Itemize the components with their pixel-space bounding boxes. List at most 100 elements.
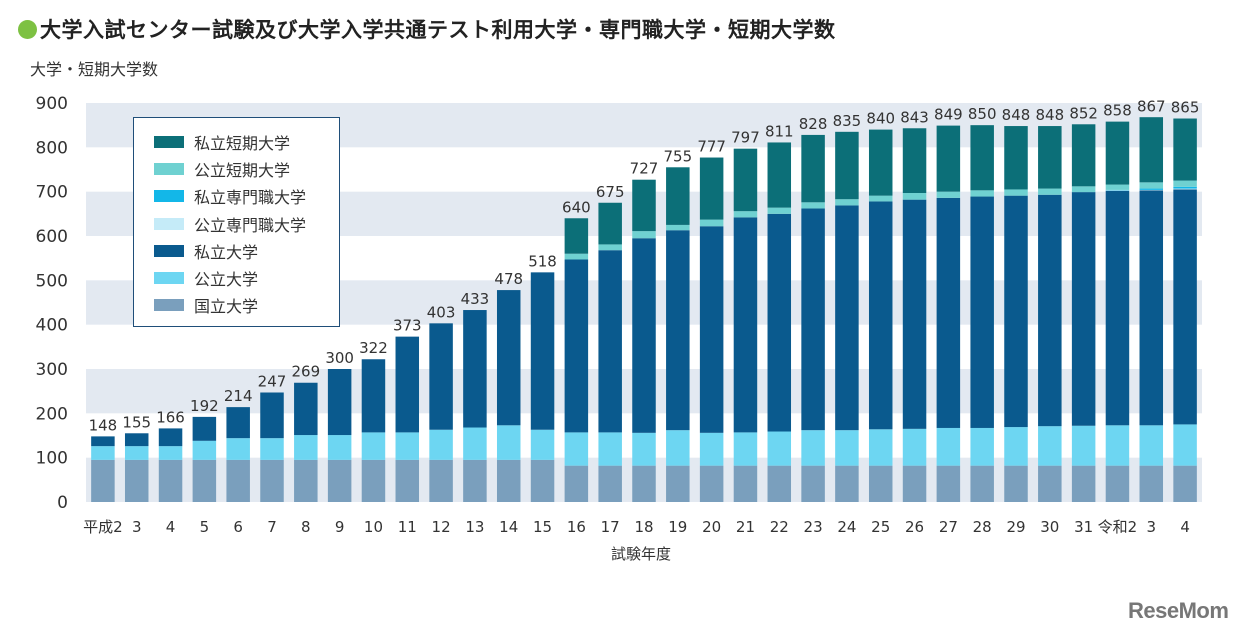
bar-segment — [496, 459, 521, 502]
y-tick-label: 400 — [36, 316, 68, 336]
x-tick-label: 3 — [132, 518, 142, 536]
x-tick-label: 12 — [432, 518, 451, 536]
bar-segment — [226, 438, 250, 460]
total-label: 858 — [1103, 102, 1132, 120]
x-tick-label: 13 — [465, 518, 484, 536]
legend-label: 私立短期大学 — [194, 133, 291, 153]
x-tick-label: 19 — [668, 518, 687, 536]
bar-segment — [1038, 465, 1062, 502]
bar-segment — [1139, 182, 1164, 189]
bar-segment — [564, 259, 589, 433]
bar-segment — [327, 435, 352, 460]
bars — [91, 117, 1197, 502]
bar-segment — [1139, 190, 1164, 426]
legend-swatch — [154, 135, 184, 148]
bar-segment — [1038, 126, 1062, 189]
bar-segment — [530, 459, 555, 502]
bar-segment — [1071, 124, 1096, 187]
bar-segment — [666, 230, 690, 431]
bar-segment — [970, 190, 994, 197]
bar-segment — [1173, 180, 1197, 187]
bar-segment — [91, 446, 115, 460]
bar-segment — [1004, 126, 1028, 190]
legend-item: 私立短期大学 — [134, 128, 339, 155]
x-tick-label: 23 — [804, 518, 823, 536]
bar-segment — [1173, 186, 1197, 189]
bar-segment — [395, 432, 420, 460]
total-label: 848 — [1002, 106, 1031, 124]
legend-item: 公立専門職大学 — [134, 210, 339, 237]
x-tick-label: 10 — [364, 518, 383, 536]
bar-segment — [699, 226, 724, 433]
bar-segment — [767, 213, 792, 432]
bar-segment — [1139, 465, 1164, 502]
total-label: 727 — [630, 160, 659, 178]
legend-swatch — [154, 299, 184, 312]
bar-segment — [564, 432, 589, 466]
x-tick-label: 25 — [871, 518, 890, 536]
y-tick-label: 500 — [36, 271, 68, 291]
bar-segment — [699, 432, 724, 466]
legend-swatch — [154, 244, 184, 257]
bar-segment — [733, 217, 758, 433]
total-label: 640 — [562, 198, 591, 216]
bar-segment — [463, 427, 487, 460]
chart-title: 大学入試センター試験及び大学入学共通テスト利用大学・専門職大学・短期大学数 — [18, 14, 836, 44]
bar-segment — [632, 179, 656, 232]
title-bullet-icon — [18, 19, 37, 39]
bar-segment — [294, 382, 318, 436]
bar-segment — [1105, 184, 1130, 190]
bar-segment — [733, 148, 758, 212]
bar-segment — [598, 465, 622, 502]
y-axis-ticks: 0 100 200 300 400 500 600 700 800 900 — [36, 94, 68, 513]
x-axis-label: 試験年度 — [611, 545, 672, 563]
bar-segment — [801, 134, 825, 203]
bar-segment — [1139, 117, 1164, 183]
total-label: 433 — [461, 290, 490, 308]
total-label: 840 — [866, 110, 895, 128]
bar-segment — [1004, 427, 1028, 466]
bar-segment — [327, 369, 352, 436]
bar-segment — [1105, 190, 1130, 426]
bar-segment — [598, 202, 622, 245]
x-tick-label: 4 — [166, 518, 176, 536]
bar-segment — [294, 459, 318, 502]
x-tick-label: 8 — [301, 518, 311, 536]
legend-swatch — [154, 162, 184, 175]
total-label: 828 — [799, 115, 828, 133]
x-tick-label: 3 — [1146, 518, 1156, 536]
x-tick-label: 6 — [233, 518, 243, 536]
bar-segment — [1038, 426, 1062, 466]
bar-segment — [327, 459, 352, 502]
total-label: 269 — [291, 363, 320, 381]
x-tick-label: 20 — [702, 518, 721, 536]
bar-segment — [192, 416, 217, 441]
x-tick-label: 30 — [1040, 518, 1059, 536]
total-label: 843 — [900, 108, 929, 126]
bar-segment — [530, 272, 555, 430]
bar-segment — [294, 435, 318, 460]
bar-segment — [936, 427, 961, 466]
bar-segment — [801, 208, 825, 431]
bar-segment — [1173, 118, 1197, 181]
bar-segment — [936, 191, 961, 198]
y-tick-label: 600 — [36, 227, 68, 247]
bar-segment — [1173, 424, 1197, 466]
total-label: 755 — [663, 147, 692, 165]
bar-segment — [260, 438, 284, 460]
x-tick-label: 7 — [267, 518, 277, 536]
legend-swatch — [154, 190, 184, 203]
total-label: 849 — [934, 106, 963, 124]
bar-segment — [124, 433, 149, 447]
total-label: 797 — [731, 129, 760, 147]
x-tick-label: 16 — [567, 518, 586, 536]
bar-segment — [1071, 465, 1096, 502]
total-label: 848 — [1035, 106, 1064, 124]
bar-segment — [632, 238, 656, 433]
bar-segment — [564, 253, 589, 260]
legend-item: 国立大学 — [134, 292, 339, 319]
bar-segment — [598, 250, 622, 433]
chart-title-text: 大学入試センター試験及び大学入学共通テスト利用大学・専門職大学・短期大学数 — [40, 18, 836, 42]
